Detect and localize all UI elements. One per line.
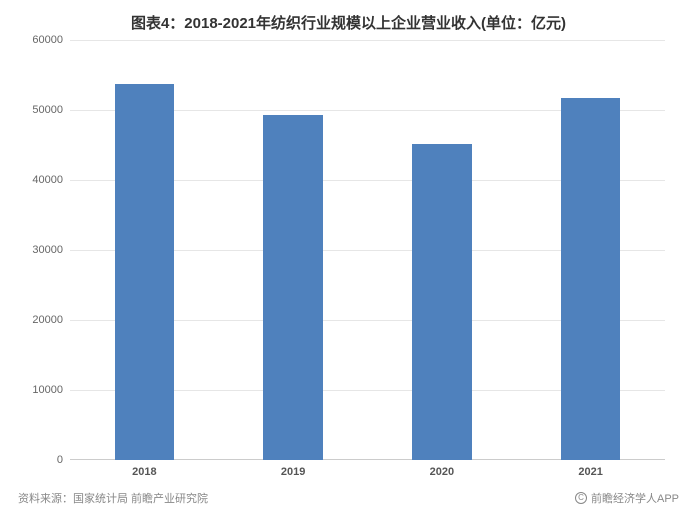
- chart-title: 图表4：2018-2021年纺织行业规模以上企业营业收入(单位：亿元): [0, 0, 697, 33]
- y-axis-tick-label: 30000: [32, 244, 63, 256]
- y-axis-tick-label: 10000: [32, 384, 63, 396]
- y-axis-tick-label: 60000: [32, 34, 63, 46]
- bar: [263, 115, 323, 460]
- y-axis-tick-label: 20000: [32, 314, 63, 326]
- y-axis-tick-label: 0: [57, 454, 63, 466]
- y-axis-tick-label: 50000: [32, 104, 63, 116]
- bar: [412, 144, 472, 460]
- bar: [561, 98, 621, 460]
- x-axis-tick-label: 2018: [132, 466, 156, 478]
- bar: [115, 84, 175, 460]
- chart-footer: 资料来源：国家统计局 前瞻产业研究院 C 前瞻经济学人APP: [18, 490, 679, 506]
- copyright-block: C 前瞻经济学人APP: [575, 490, 679, 506]
- x-axis-tick-label: 2021: [578, 466, 602, 478]
- y-axis-tick-label: 40000: [32, 174, 63, 186]
- copyright-icon: C: [575, 492, 587, 504]
- x-axis-tick-label: 2019: [281, 466, 305, 478]
- x-axis-tick-label: 2020: [430, 466, 454, 478]
- gridline: [70, 40, 665, 41]
- chart-plot-area: 0100002000030000400005000060000201820192…: [70, 40, 665, 460]
- copyright-label: 前瞻经济学人APP: [591, 490, 679, 506]
- source-label: 资料来源：国家统计局 前瞻产业研究院: [18, 490, 208, 506]
